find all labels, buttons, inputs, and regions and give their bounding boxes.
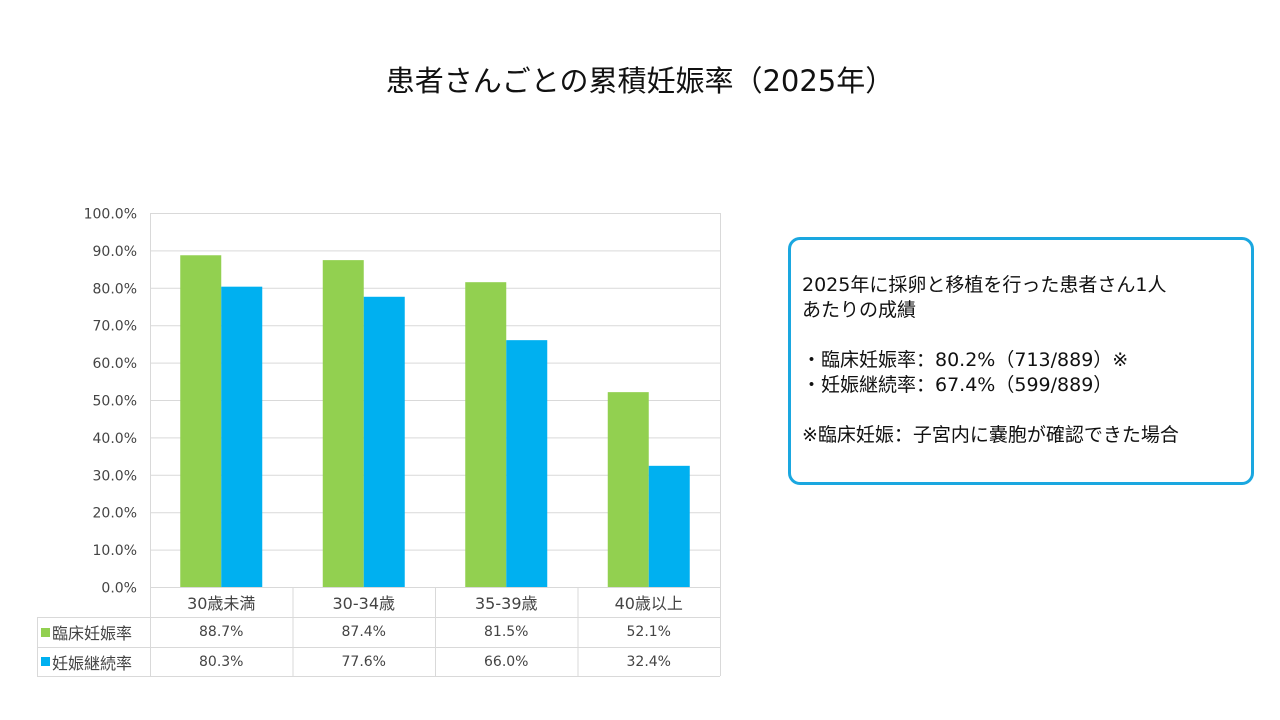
data-label-text: 66.0% [484, 653, 529, 670]
y-tick-label: 70.0% [93, 319, 137, 335]
y-tick-label: 100.0% [84, 207, 137, 223]
summary-line-1: 2025年に採卵と移植を行った患者さん1人 [802, 274, 1167, 296]
data-label: 77.6% [293, 647, 436, 676]
data-label: 81.5% [435, 617, 578, 647]
category-label-text: 40歳以上 [614, 594, 683, 613]
legend-swatch [41, 627, 50, 637]
data-label: 66.0% [435, 647, 578, 676]
data-label-text: 80.3% [199, 653, 244, 670]
legend-label: 臨床妊娠率 [52, 624, 133, 643]
data-label: 80.3% [150, 647, 293, 676]
data-label-text: 81.5% [484, 624, 529, 640]
summary-footnote: ※臨床妊娠：子宮内に嚢胞が確認できた場合 [802, 424, 1179, 446]
y-tick-label: 50.0% [93, 394, 137, 410]
bar-ongoing [648, 465, 690, 587]
summary-bullet-ongoing: ・妊娠継続率：67.4%（599/889） [802, 374, 1113, 396]
legend-row-label: 妊娠継続率 [37, 647, 150, 676]
category-label-text: 35-39歳 [475, 594, 538, 613]
chart-title: 患者さんごとの累積妊娠率（2025年） [385, 64, 895, 98]
data-label: 52.1% [578, 617, 721, 647]
y-tick-label: 10.0% [93, 543, 137, 559]
legend-swatch [41, 657, 50, 666]
bar-ongoing [506, 340, 548, 587]
bar-clinical [180, 255, 222, 587]
category-label: 40歳以上 [578, 587, 721, 617]
category-label: 30-34歳 [293, 587, 436, 617]
summary-bullet-clinical: ・臨床妊娠率：80.2%（713/889）※ [802, 349, 1129, 371]
y-tick-label: 90.0% [93, 244, 137, 260]
data-label-text: 77.6% [341, 653, 386, 670]
category-label-text: 30歳未満 [187, 594, 256, 613]
y-tick-label: 80.0% [93, 281, 137, 297]
category-label: 35-39歳 [435, 587, 578, 617]
y-tick-label: 40.0% [93, 431, 137, 447]
bar-clinical [465, 282, 507, 587]
bar-ongoing [221, 286, 263, 587]
y-tick-label: 20.0% [93, 506, 137, 522]
y-tick-label: 0.0% [101, 581, 137, 597]
bar-ongoing [363, 296, 405, 587]
bar-clinical [322, 260, 364, 587]
data-label-text: 88.7% [199, 624, 244, 640]
data-label: 87.4% [293, 617, 436, 647]
summary-box: 2025年に採卵と移植を行った患者さん1人 あたりの成績 ・臨床妊娠率：80.2… [788, 237, 1254, 485]
data-label-text: 32.4% [626, 653, 671, 670]
y-tick-label: 30.0% [93, 468, 137, 484]
category-label-text: 30-34歳 [332, 594, 396, 613]
y-tick-label: 60.0% [93, 356, 137, 372]
bar-clinical [607, 392, 649, 587]
data-label: 32.4% [578, 647, 721, 676]
legend-row-label: 臨床妊娠率 [37, 617, 150, 647]
category-label: 30歳未満 [150, 587, 293, 617]
data-label: 88.7% [150, 617, 293, 647]
legend-label: 妊娠継続率 [52, 653, 133, 673]
data-label-text: 52.1% [626, 624, 671, 640]
data-label-text: 87.4% [341, 624, 386, 640]
summary-line-2: あたりの成績 [802, 299, 917, 321]
